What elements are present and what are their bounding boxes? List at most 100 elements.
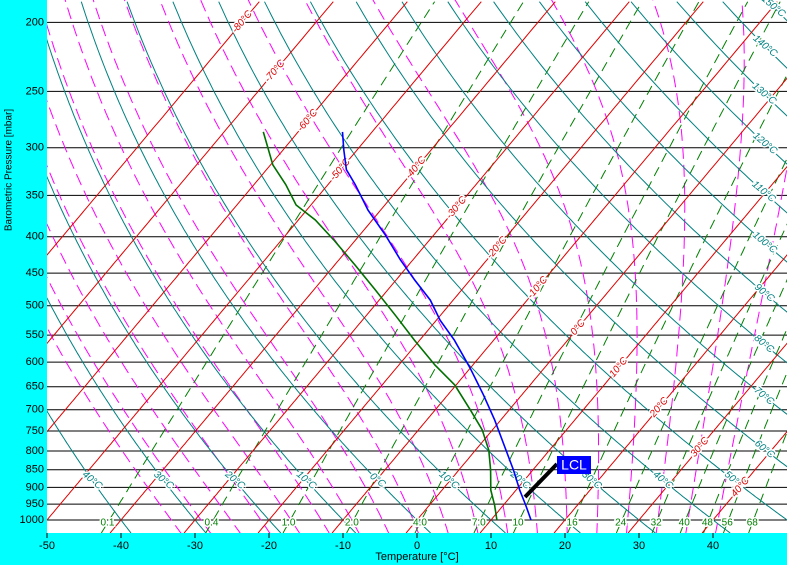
x-tick-label: 20: [559, 540, 571, 552]
y-tick-label: 600: [26, 356, 44, 368]
y-tick-label: 250: [26, 85, 44, 97]
isotherm: [47, 1, 334, 345]
y-tick-label: 450: [26, 267, 44, 279]
isotherm: [47, 1, 408, 433]
moist-adiabat: [47, 99, 301, 533]
y-tick-label: 950: [26, 498, 44, 510]
dry-adiabat: [447, 1, 787, 364]
isotherm: [183, 1, 630, 533]
mixing-ratio-line: [473, 1, 749, 533]
isotherm: [627, 342, 787, 533]
mixing-ratio-line: [679, 278, 787, 533]
mixing-ratio-label: 16: [567, 518, 579, 529]
x-tick-label: 40: [707, 540, 719, 552]
profile-line: [341, 131, 532, 521]
mixing-ratio-label: 4.0: [413, 518, 427, 529]
y-axis-label: Barometric Pressure [mbar]: [4, 109, 15, 231]
x-tick-label: -40: [113, 540, 129, 552]
profile-line: [262, 131, 498, 521]
dry-adiabat: [493, 1, 787, 313]
mixing-ratio-line: [205, 1, 524, 533]
dry-adiabat: [47, 410, 132, 533]
moist-adiabat: [652, 0, 686, 533]
mixing-ratio-label: 0.1: [101, 518, 115, 529]
moist-adiabat: [47, 326, 182, 533]
moist-adiabat: [47, 276, 212, 533]
y-tick-label: 750: [26, 425, 44, 437]
y-tick-label: 550: [26, 329, 44, 341]
mixing-ratio-label: 40: [679, 518, 691, 529]
y-tick-label: 200: [26, 16, 44, 28]
mixing-ratio-label: 24: [615, 518, 627, 529]
mixing-ratio-label: 1.0: [282, 518, 296, 529]
isotherm: [701, 430, 787, 533]
mixing-ratio-line: [567, 73, 787, 533]
mixing-ratio-label: 68: [747, 518, 759, 529]
mixing-ratio-label: 10: [513, 518, 525, 529]
isotherm: [553, 254, 787, 533]
lcl-label: LCL: [561, 457, 587, 473]
y-tick-label: 300: [26, 142, 44, 154]
dry-adiabat: [309, 1, 787, 521]
moist-adiabat: [454, 0, 600, 533]
mixing-ratio-line: [722, 371, 787, 533]
lcl-line: [523, 462, 559, 499]
mixing-ratio-label: 2.0: [345, 518, 359, 529]
isotherm: [331, 1, 778, 533]
y-tick-label: 500: [26, 300, 44, 312]
mixing-ratio-line: [748, 430, 787, 533]
dry-adiabat: [264, 1, 731, 533]
moist-adiabat: [372, 0, 568, 533]
x-tick-label: 0: [414, 540, 420, 552]
mixing-ratio-line: [282, 1, 590, 533]
moist-adiabat: [159, 0, 449, 533]
mixing-ratio-line: [703, 327, 787, 533]
mixing-ratio-line: [100, 1, 436, 533]
moist-adiabat: [47, 223, 241, 533]
dry-adiabat: [584, 1, 787, 214]
y-tick-label: 650: [26, 381, 44, 393]
mixing-ratio-label: 32: [651, 518, 663, 529]
dry-adiabat: [539, 1, 787, 263]
moist-adiabat: [47, 23, 330, 533]
x-tick-label: 30: [633, 540, 645, 552]
dry-adiabat: [355, 1, 787, 468]
y-tick-label: 700: [26, 404, 44, 416]
mixing-ratio-label: 56: [722, 518, 734, 529]
y-tick-label: 1000: [20, 514, 44, 526]
x-tick-label: -50: [39, 540, 55, 552]
dry-adiabat: [80, 1, 431, 533]
dry-adiabat: [47, 297, 207, 533]
x-tick-label: -30: [187, 540, 203, 552]
dry-adiabat: [47, 38, 357, 533]
x-tick-label: -20: [261, 540, 277, 552]
moist-adiabat: [247, 0, 509, 533]
plot-area: [47, 0, 787, 533]
mixing-ratio-line: [414, 1, 700, 533]
dry-adiabat: [401, 1, 787, 415]
plot-lines: [47, 0, 787, 533]
isotherm: [47, 1, 260, 256]
x-tick-label: -10: [335, 540, 351, 552]
moist-adiabat: [47, 164, 271, 533]
isotherm: [109, 1, 556, 533]
dry-adiabat: [172, 1, 581, 533]
isotherm: [257, 1, 704, 533]
dry-adiabat: [126, 1, 506, 533]
y-tick-label: 400: [26, 231, 44, 243]
moist-adiabat: [685, 0, 745, 533]
x-tick-label: 10: [485, 540, 497, 552]
x-axis-label: Temperature [°C]: [375, 551, 458, 563]
mixing-ratio-label: 7.0: [472, 518, 486, 529]
y-tick-label: 800: [26, 445, 44, 457]
isotherm: [405, 77, 787, 533]
dry-adiabat: [218, 1, 656, 533]
mixing-ratio-label: 0.4: [205, 518, 219, 529]
dry-adiabat: [47, 175, 282, 533]
moist-adiabat: [551, 0, 638, 533]
moist-adiabat: [123, 0, 419, 533]
lcl-box: [557, 456, 591, 474]
mixing-ratio-label: 48: [702, 518, 714, 529]
